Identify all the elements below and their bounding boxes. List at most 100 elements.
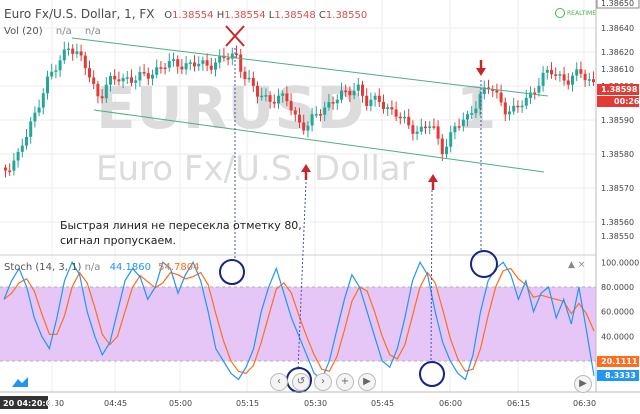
candle-body — [155, 67, 159, 75]
candle-body — [314, 114, 318, 116]
price-axis[interactable]: 1.386501.386401.386201.386101.386001.385… — [596, 0, 640, 241]
candle-body — [491, 89, 495, 91]
zoom-in-button[interactable]: + — [336, 373, 354, 391]
price-tick-label: 1.38620 — [601, 48, 634, 57]
candle-body — [470, 113, 474, 115]
symbol-title[interactable]: Euro Fx/U.S. Dollar, 1, FX — [4, 7, 155, 21]
candle-body — [125, 77, 129, 79]
candle-body — [167, 61, 171, 68]
ohlc-values: O1.38554 H1.38554 L1.38548 C1.38550 — [164, 10, 368, 21]
candle-body — [230, 53, 234, 59]
candle-body — [180, 66, 184, 70]
candle-body — [411, 125, 415, 134]
candle-body — [8, 170, 12, 172]
time-cursor-tag — [0, 396, 48, 409]
candle-body — [550, 69, 553, 75]
candle-body — [71, 48, 75, 54]
stoch-pane-controls[interactable]: ▲ × — [568, 260, 585, 270]
candle-body — [571, 75, 574, 85]
signal-circle-marker — [219, 259, 245, 285]
close-pane-icon[interactable]: × — [577, 260, 586, 270]
candle-body — [453, 126, 457, 133]
candle-body — [424, 126, 427, 129]
candle-body — [445, 146, 448, 155]
sell-arrow-down-icon — [476, 60, 486, 76]
candle-body — [293, 110, 297, 115]
scroll-realtime-button[interactable]: ▶ — [358, 373, 376, 391]
time-tick-label: 06:30 — [573, 399, 596, 408]
candle-body — [247, 77, 251, 80]
candle-body — [264, 95, 268, 97]
candle-body — [419, 126, 423, 132]
candle-body — [558, 74, 562, 76]
candle-body — [58, 60, 62, 71]
candle-body — [592, 79, 595, 83]
candle-body — [335, 99, 339, 104]
candle-body — [533, 92, 537, 94]
candle-body — [403, 116, 406, 119]
candle-body — [12, 160, 16, 171]
candle-body — [583, 73, 587, 81]
candle-body — [508, 111, 511, 115]
candle-body — [88, 68, 91, 78]
time-axis[interactable]: 04:30 04:45 05:00 05:15 05:30 05:45 06:00 06:15… — [0, 396, 596, 409]
candle-body — [298, 114, 301, 123]
candle-body — [587, 79, 591, 81]
channel-upper-line — [71, 37, 549, 97]
candle-body — [373, 95, 377, 100]
current-price-label: 1.38598 — [601, 85, 638, 94]
candle-body — [197, 63, 201, 67]
stoch-d-tag — [597, 356, 639, 367]
candle-body — [25, 136, 28, 146]
candle-body — [340, 90, 343, 100]
price-tick-label: 1.38590 — [601, 116, 634, 125]
candle-body — [54, 70, 58, 72]
candle-body — [243, 71, 247, 80]
annotations[interactable] — [219, 25, 498, 393]
candle-body — [117, 79, 121, 82]
price-tick-label: 1.38550 — [601, 232, 634, 241]
candle-body — [277, 95, 280, 104]
candle-body — [92, 77, 96, 84]
go-to-realtime-button[interactable]: ▶ — [574, 375, 592, 393]
candle-body — [319, 114, 322, 116]
candle-body — [50, 71, 54, 77]
stoch-axis[interactable]: 100.000080.000060.000040.000020.000020.1… — [597, 258, 639, 381]
candle-body — [457, 126, 461, 128]
candle-body — [268, 95, 272, 102]
trend-channel[interactable] — [71, 37, 549, 173]
candle-body — [331, 102, 335, 104]
candle-body — [436, 126, 440, 139]
candle-body — [529, 92, 532, 98]
time-tick-label: 04:45 — [104, 399, 127, 408]
candle-body — [235, 53, 238, 56]
candle-body — [499, 92, 503, 103]
expand-pane-icon[interactable]: ▲ — [568, 260, 575, 270]
candle-body — [138, 72, 142, 81]
candle-body — [79, 51, 83, 56]
scroll-left-button[interactable]: ‹ — [270, 373, 288, 391]
price-tick-label: 1.38570 — [601, 184, 634, 193]
candle-body — [130, 77, 133, 83]
candle-body — [562, 74, 566, 81]
annotation-note: Быстрая линия не пересекла отметку 80, с… — [60, 218, 302, 248]
time-tick-label: 05:00 — [169, 399, 192, 408]
candle-body — [260, 95, 264, 98]
time-tick-label: 06:00 — [439, 399, 462, 408]
stoch-tick-label: 40.0000 — [601, 332, 634, 341]
candle-body — [361, 84, 364, 96]
candle-body — [344, 90, 348, 93]
volume-legend[interactable]: Vol (20) n/a n/a — [4, 26, 101, 37]
stoch-legend[interactable]: Stoch (14, 3, 1) n/a 44.1860 54.7804 — [4, 262, 200, 273]
stoch-d-tag-label: 20.1111 — [601, 357, 638, 366]
candle-body — [172, 59, 175, 62]
candle-body — [83, 55, 87, 69]
scroll-right-button[interactable]: › — [314, 373, 332, 391]
time-cursor-label: 20 04:20:00 — [3, 399, 57, 408]
candle-body — [524, 97, 528, 106]
reset-chart-button[interactable]: ↺ — [292, 373, 310, 391]
candle-body — [432, 126, 436, 128]
candle-body — [285, 93, 289, 102]
